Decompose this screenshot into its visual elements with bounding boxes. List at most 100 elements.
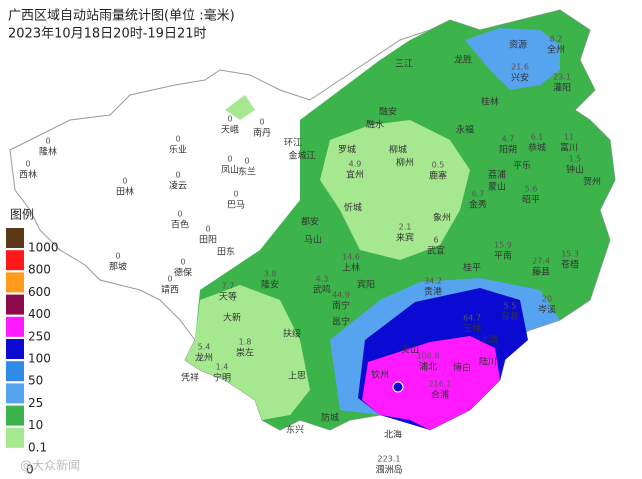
legend-swatch xyxy=(6,250,24,271)
place-name: 西林 xyxy=(19,169,37,181)
place-name: 武宣 xyxy=(427,245,445,257)
place-name: 凤山 xyxy=(221,165,239,176)
rain-value: 0 xyxy=(45,137,50,146)
place-name: 宁明 xyxy=(213,372,231,384)
place-name: 田阳 xyxy=(199,235,217,246)
place-name: 隆安 xyxy=(261,279,279,291)
place-name: 乐业 xyxy=(169,144,187,156)
place-name: 环江 xyxy=(284,138,302,149)
place-name: 贺州 xyxy=(583,176,601,188)
place-name: 象州 xyxy=(433,212,451,224)
rain-value: 11 xyxy=(564,133,574,142)
rain-value: 1.8 xyxy=(239,338,252,347)
place-name: 金城江 xyxy=(288,150,315,162)
place-name: 那坡 xyxy=(109,261,127,273)
place-name: 三江 xyxy=(395,59,413,70)
place-name: 岑溪 xyxy=(538,304,556,316)
legend-last-label: 0 xyxy=(26,463,34,477)
place-name: 崇左 xyxy=(236,347,254,359)
place-name: 容县 xyxy=(501,311,519,323)
legend-title: 图例 xyxy=(10,208,34,222)
place-name: 百色 xyxy=(171,219,189,231)
place-name: 融水 xyxy=(366,119,384,131)
place-name: 武鸣 xyxy=(313,284,331,296)
rain-value: 15.9 xyxy=(494,241,512,250)
rain-value: 2.1 xyxy=(399,223,412,232)
place-name: 都安 xyxy=(301,216,319,228)
place-name: 上林 xyxy=(342,262,360,274)
place-name: 涠洲岛 xyxy=(375,464,402,476)
place-name: 灵山 xyxy=(401,345,419,356)
rain-value: 0 xyxy=(177,210,182,219)
legend-label: 400 xyxy=(28,307,51,321)
rain-value: 5.5 xyxy=(504,302,517,311)
legend-label: 0.1 xyxy=(28,440,47,454)
place-name: 天峨 xyxy=(221,124,239,136)
place-name: 全州 xyxy=(547,44,565,56)
map-title: 广西区域自动站雨量统计图(单位 :毫米) xyxy=(8,8,235,24)
place-name: 东兴 xyxy=(286,424,304,436)
place-name: 北流 xyxy=(480,334,498,346)
place-name: 融安 xyxy=(379,106,397,118)
place-name: 大新 xyxy=(223,312,241,324)
place-name: 昭平 xyxy=(522,195,540,206)
place-name: 金秀 xyxy=(469,199,487,211)
rain-value: 3.8 xyxy=(264,270,277,279)
rain-value: 14.6 xyxy=(342,253,360,262)
place-name: 博白 xyxy=(453,362,471,374)
legend-label: 600 xyxy=(28,285,51,299)
rain-0.1mm-southwest xyxy=(185,285,310,420)
place-name: 德保 xyxy=(174,267,192,279)
rain-value: 216.1 xyxy=(429,380,452,389)
place-name: 南丹 xyxy=(253,127,271,139)
rain-value: 4.3 xyxy=(316,275,329,284)
place-name: 钦州 xyxy=(371,369,389,381)
place-name: 恭城 xyxy=(528,143,546,154)
place-name: 蒙山 xyxy=(488,181,506,193)
rain-0.1mm-north xyxy=(320,120,470,260)
place-name: 资源 xyxy=(509,40,527,51)
place-name: 上思 xyxy=(288,371,306,382)
place-name: 合浦 xyxy=(431,389,449,401)
place-name: 宾阳 xyxy=(357,279,375,291)
rain-value: 108.8 xyxy=(417,352,440,361)
legend-label: 800 xyxy=(28,263,51,277)
place-name: 东兰 xyxy=(238,166,256,178)
place-name: 凌云 xyxy=(169,180,187,192)
place-name: 天等 xyxy=(219,291,237,303)
rain-value: 0 xyxy=(227,115,232,124)
place-name: 北海 xyxy=(384,429,402,441)
rain-value: 0 xyxy=(244,157,249,166)
rain-250mm xyxy=(362,336,500,430)
rain-value: 6 xyxy=(433,236,438,245)
rain-value: 0 xyxy=(25,160,30,169)
legend-swatch xyxy=(6,272,24,293)
rain-value: 0 xyxy=(122,177,127,186)
place-name: 钟山 xyxy=(566,164,584,176)
place-name: 苍梧 xyxy=(561,259,579,271)
rain-value: 6.7 xyxy=(472,190,485,199)
rain-value: 44.9 xyxy=(332,291,350,300)
rain-value: 5.4 xyxy=(198,343,211,352)
rain-value: 0 xyxy=(175,171,180,180)
place-name: 永福 xyxy=(456,124,474,136)
legend-swatch xyxy=(6,316,24,337)
rain-value: 27.4 xyxy=(532,257,550,266)
place-name: 玉林 xyxy=(463,323,481,335)
rain-value: 0 xyxy=(167,275,172,284)
place-name: 来宾 xyxy=(396,232,414,244)
place-name: 扶绥 xyxy=(283,328,301,340)
legend-swatch xyxy=(6,427,24,448)
place-name: 巴马 xyxy=(227,200,245,211)
rain-value: 8.2 xyxy=(550,35,563,44)
rain-value: 4.9 xyxy=(349,160,362,169)
rain-value: 7.7 xyxy=(222,282,235,291)
rain-value: 0.5 xyxy=(432,161,445,170)
legend-swatch xyxy=(6,361,24,382)
rain-value: 20 xyxy=(542,295,552,304)
rain-value: 0 xyxy=(175,135,180,144)
rain-value: 0 xyxy=(259,118,264,127)
place-name: 田东 xyxy=(217,246,235,258)
rain-value: 0 xyxy=(180,258,185,267)
